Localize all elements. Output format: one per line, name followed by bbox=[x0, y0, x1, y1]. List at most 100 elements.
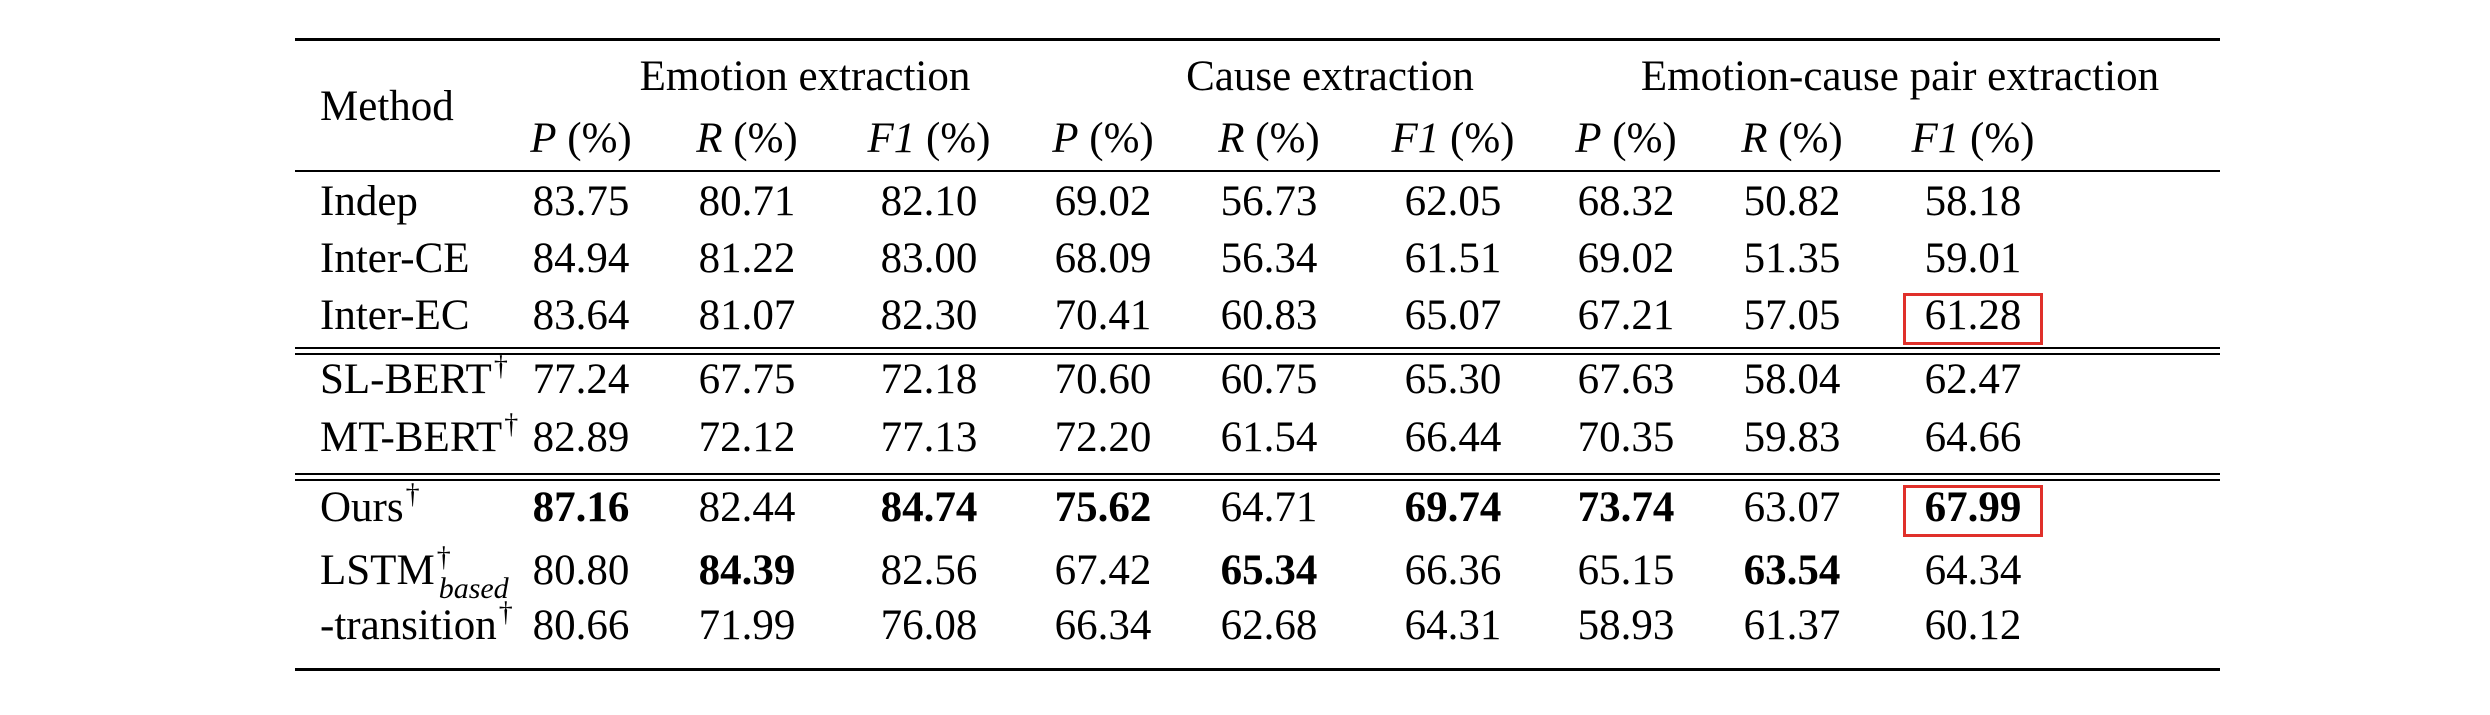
table-cell: 71.99 bbox=[698, 602, 796, 649]
method-label: Indep bbox=[320, 178, 418, 225]
table-cell: 81.07 bbox=[698, 292, 796, 339]
metric-unit: (%) bbox=[1767, 115, 1843, 162]
dagger-marker: † bbox=[493, 351, 508, 382]
table-cell: 70.60 bbox=[1054, 356, 1152, 403]
table-cell: 58.18 bbox=[1924, 178, 2022, 225]
table-cell: 51.35 bbox=[1743, 235, 1841, 282]
highlight-box bbox=[1903, 485, 2043, 537]
bottom-rule bbox=[295, 668, 2220, 671]
metric-letter: R bbox=[1218, 115, 1245, 162]
table-cell: 67.42 bbox=[1054, 547, 1152, 594]
metric-letter: P bbox=[1052, 115, 1079, 162]
method-label: LSTM bbox=[320, 547, 435, 594]
table-cell: 58.04 bbox=[1743, 356, 1841, 403]
metric-unit: (%) bbox=[1078, 115, 1154, 162]
table-cell: 80.66 bbox=[532, 602, 630, 649]
table-cell: 67.21 bbox=[1577, 292, 1675, 339]
metric-header: F1 (%) bbox=[834, 114, 1024, 164]
dagger-marker: † bbox=[436, 542, 451, 573]
table-cell: 72.12 bbox=[698, 414, 796, 461]
table-cell: 77.24 bbox=[532, 356, 630, 403]
table-cell: 70.35 bbox=[1577, 414, 1675, 461]
table-cell: 60.12 bbox=[1924, 602, 2022, 649]
table-cell: 63.07 bbox=[1743, 484, 1841, 531]
metric-header: R (%) bbox=[1697, 114, 1887, 164]
table-cell: 64.34 bbox=[1924, 547, 2022, 594]
metric-unit: (%) bbox=[1601, 115, 1677, 162]
table-cell: 87.16 bbox=[532, 484, 630, 531]
metric-unit: (%) bbox=[1439, 115, 1515, 162]
table-cell: 70.41 bbox=[1054, 292, 1152, 339]
group-separator-rule-2b bbox=[295, 479, 2220, 481]
method-name: SL-BERT† bbox=[320, 351, 508, 410]
method-subscript: based bbox=[438, 572, 509, 605]
group-separator-rule-2a bbox=[295, 473, 2220, 475]
table-cell: 75.62 bbox=[1054, 484, 1152, 531]
method-label: Inter-CE bbox=[320, 235, 470, 282]
metric-header: P (%) bbox=[1531, 114, 1721, 164]
dagger-marker: † bbox=[498, 597, 513, 628]
header-rule bbox=[295, 170, 2220, 172]
table-cell: 84.39 bbox=[698, 547, 796, 594]
table-cell: 62.68 bbox=[1220, 602, 1318, 649]
table-cell: 61.37 bbox=[1743, 602, 1841, 649]
table-cell: 50.82 bbox=[1743, 178, 1841, 225]
group-separator-rule-1b bbox=[295, 353, 2220, 355]
table-cell: 59.01 bbox=[1924, 235, 2022, 282]
table-cell: 65.30 bbox=[1404, 356, 1502, 403]
metric-letter: R bbox=[696, 115, 723, 162]
table-cell: 61.51 bbox=[1404, 235, 1502, 282]
method-label: Ours bbox=[320, 484, 404, 531]
method-name: -transition† bbox=[320, 597, 513, 656]
metric-header: F1 (%) bbox=[1358, 114, 1548, 164]
table-cell: 60.83 bbox=[1220, 292, 1318, 339]
table-cell: 72.18 bbox=[880, 356, 978, 403]
table-cell: 68.09 bbox=[1054, 235, 1152, 282]
table-cell: 66.44 bbox=[1404, 414, 1502, 461]
metric-header: R (%) bbox=[652, 114, 842, 164]
method-label: MT-BERT bbox=[320, 414, 503, 461]
table-cell: 63.54 bbox=[1743, 547, 1841, 594]
table-cell: 69.02 bbox=[1577, 235, 1675, 282]
group-header-emotion: Emotion extraction bbox=[639, 53, 971, 100]
group-header-pair: Emotion-cause pair extraction bbox=[1640, 53, 2160, 100]
table-cell: 64.31 bbox=[1404, 602, 1502, 649]
method-name: LSTM†based bbox=[320, 542, 509, 605]
table-cell: 66.36 bbox=[1404, 547, 1502, 594]
metric-letter: F1 bbox=[1391, 115, 1440, 162]
method-label: SL-BERT bbox=[320, 356, 492, 403]
table-cell: 61.54 bbox=[1220, 414, 1318, 461]
table-cell: 83.00 bbox=[880, 235, 978, 282]
method-name: Inter-CE bbox=[320, 234, 470, 284]
method-label: -transition bbox=[320, 602, 497, 649]
metric-letter: P bbox=[530, 115, 557, 162]
table-cell: 65.34 bbox=[1220, 547, 1318, 594]
table-cell: 56.34 bbox=[1220, 235, 1318, 282]
top-rule bbox=[295, 38, 2220, 41]
dagger-marker: † bbox=[405, 479, 420, 510]
table-cell: 80.80 bbox=[532, 547, 630, 594]
table-cell: 82.89 bbox=[532, 414, 630, 461]
table-cell: 62.05 bbox=[1404, 178, 1502, 225]
table-cell: 56.73 bbox=[1220, 178, 1318, 225]
table-cell: 66.34 bbox=[1054, 602, 1152, 649]
table-cell: 62.47 bbox=[1924, 356, 2022, 403]
method-name: Inter-EC bbox=[320, 291, 470, 341]
table-cell: 77.13 bbox=[880, 414, 978, 461]
table-cell: 65.07 bbox=[1404, 292, 1502, 339]
table-cell: 82.10 bbox=[880, 178, 978, 225]
metric-unit: (%) bbox=[1959, 115, 2035, 162]
table-cell: 82.44 bbox=[698, 484, 796, 531]
table-cell: 58.93 bbox=[1577, 602, 1675, 649]
table-cell: 69.02 bbox=[1054, 178, 1152, 225]
metric-header: R (%) bbox=[1174, 114, 1364, 164]
method-name: MT-BERT† bbox=[320, 409, 518, 468]
table-cell: 67.75 bbox=[698, 356, 796, 403]
metric-letter: F1 bbox=[1911, 115, 1960, 162]
method-header: Method bbox=[320, 83, 454, 130]
table-cell: 60.75 bbox=[1220, 356, 1318, 403]
table-cell: 82.30 bbox=[880, 292, 978, 339]
group-separator-rule-1a bbox=[295, 347, 2220, 349]
table-cell: 83.64 bbox=[532, 292, 630, 339]
table-cell: 64.71 bbox=[1220, 484, 1318, 531]
